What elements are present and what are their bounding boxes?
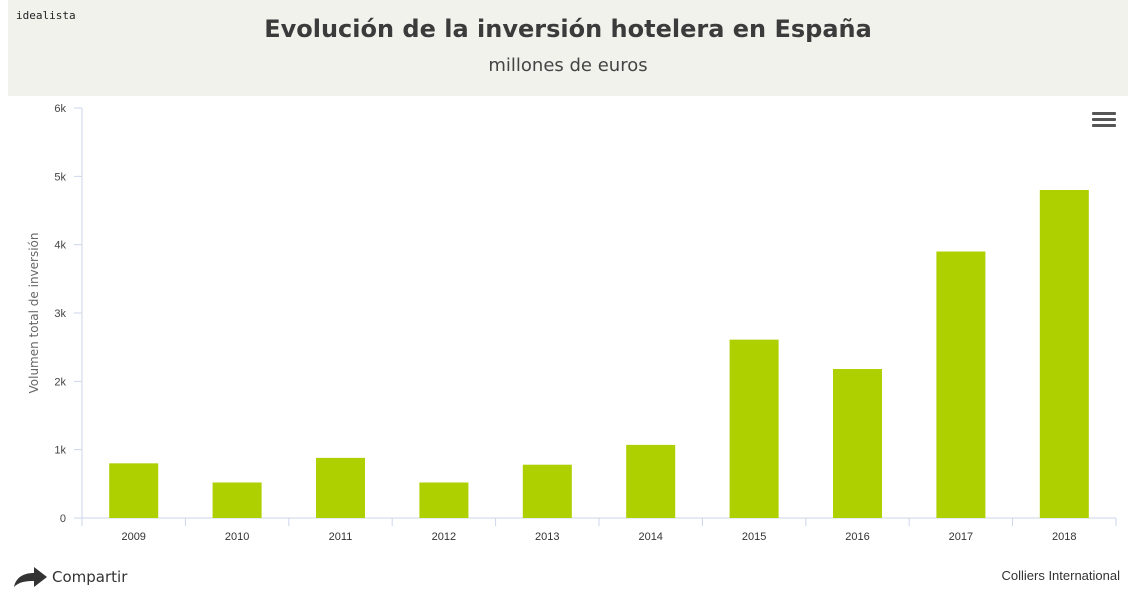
x-axis: 2009 2010 2011 2012 2013 2014 2015 2016 2017 2018 [81,517,1117,543]
bar-2016[interactable] [833,369,882,518]
bar-2017[interactable] [936,251,986,519]
chart-title: Evolución de la inversión hotelera en Es… [264,15,872,43]
x-tick-label: 2015 [742,531,766,543]
x-tick-label: 2014 [638,531,662,543]
chart-credits[interactable]: Colliers International [1001,568,1120,583]
x-tick-label: 2013 [535,531,559,543]
y-tick-label: 3k [54,308,66,320]
x-tick-label: 2018 [1052,531,1076,543]
bar-2009[interactable] [109,463,159,518]
y-tick-label: 0 [60,513,66,525]
y-tick-label: 2k [54,376,66,388]
x-tick-label: 2010 [225,531,249,543]
share-button[interactable]: Compartir [12,566,127,588]
y-tick-label: 4k [54,240,66,252]
bar-2018[interactable] [1039,190,1089,518]
chart-header: idealista Evolución de la inversión hote… [8,0,1128,96]
x-tick-label: 2011 [329,531,353,543]
y-tick-label: 1k [54,445,66,457]
bar-2013[interactable] [522,464,572,518]
hamburger-menu-icon[interactable] [1092,112,1116,130]
bar-2015[interactable] [729,339,779,518]
x-tick-label: 2012 [432,531,456,543]
brand-logo: idealista [16,9,76,22]
bar-2012[interactable] [419,482,469,518]
x-tick-label: 2016 [845,531,869,543]
y-tick-label: 5k [54,171,66,183]
share-label: Compartir [52,568,128,586]
share-arrow-icon [14,567,47,587]
x-tick-label: 2017 [949,531,973,543]
y-tick-label: 6k [54,103,66,115]
bar-2011[interactable] [316,457,365,518]
y-axis-label: Volumen total de inversión [27,232,41,393]
bar-series [109,190,1089,518]
chart-subtitle: millones de euros [488,55,648,76]
bar-2010[interactable] [212,482,262,518]
x-tick-label: 2009 [121,531,145,543]
y-axis: 0 1k 2k 3k 4k 5k 6k [54,103,83,525]
bar-2014[interactable] [626,444,676,518]
